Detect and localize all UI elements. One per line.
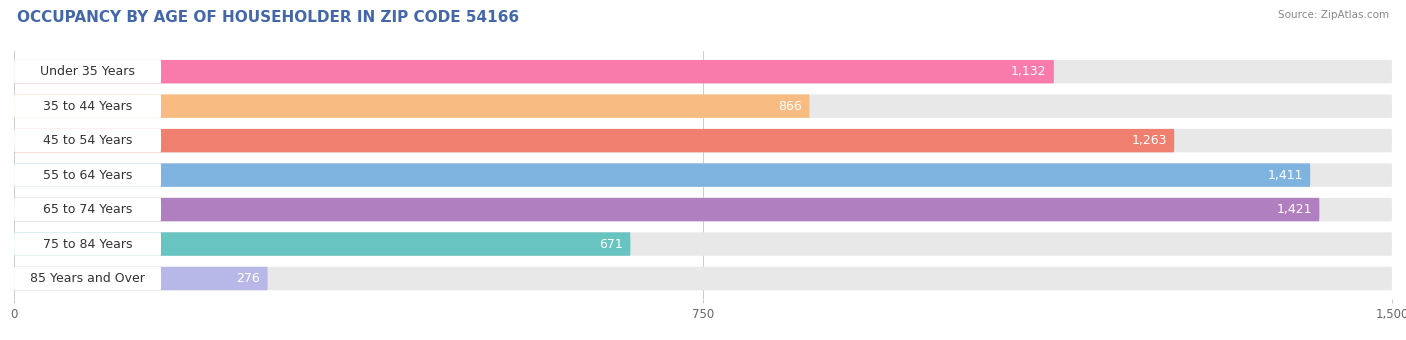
FancyBboxPatch shape <box>14 198 1392 221</box>
FancyBboxPatch shape <box>14 232 630 256</box>
Text: 1,411: 1,411 <box>1267 169 1303 182</box>
FancyBboxPatch shape <box>14 267 267 290</box>
Text: 866: 866 <box>779 100 803 113</box>
FancyBboxPatch shape <box>14 60 1054 83</box>
FancyBboxPatch shape <box>14 95 162 118</box>
Text: 1,132: 1,132 <box>1011 65 1046 78</box>
FancyBboxPatch shape <box>14 164 1392 187</box>
Text: 1,263: 1,263 <box>1132 134 1167 147</box>
FancyBboxPatch shape <box>14 60 1392 83</box>
FancyBboxPatch shape <box>14 129 1392 152</box>
FancyBboxPatch shape <box>14 267 1392 290</box>
FancyBboxPatch shape <box>14 267 162 290</box>
Text: 1,421: 1,421 <box>1277 203 1312 216</box>
FancyBboxPatch shape <box>14 129 1174 152</box>
FancyBboxPatch shape <box>14 95 1392 118</box>
Text: 55 to 64 Years: 55 to 64 Years <box>42 169 132 182</box>
Text: Source: ZipAtlas.com: Source: ZipAtlas.com <box>1278 10 1389 20</box>
FancyBboxPatch shape <box>14 95 810 118</box>
Text: 85 Years and Over: 85 Years and Over <box>30 272 145 285</box>
Text: 35 to 44 Years: 35 to 44 Years <box>44 100 132 113</box>
FancyBboxPatch shape <box>14 232 162 256</box>
Text: 75 to 84 Years: 75 to 84 Years <box>42 238 132 251</box>
FancyBboxPatch shape <box>14 198 162 221</box>
Text: Under 35 Years: Under 35 Years <box>41 65 135 78</box>
FancyBboxPatch shape <box>14 164 162 187</box>
FancyBboxPatch shape <box>14 164 1310 187</box>
FancyBboxPatch shape <box>14 198 1319 221</box>
Text: OCCUPANCY BY AGE OF HOUSEHOLDER IN ZIP CODE 54166: OCCUPANCY BY AGE OF HOUSEHOLDER IN ZIP C… <box>17 10 519 25</box>
FancyBboxPatch shape <box>14 60 162 83</box>
Text: 276: 276 <box>236 272 260 285</box>
FancyBboxPatch shape <box>14 232 1392 256</box>
Text: 671: 671 <box>599 238 623 251</box>
Text: 45 to 54 Years: 45 to 54 Years <box>42 134 132 147</box>
FancyBboxPatch shape <box>14 129 162 152</box>
Text: 65 to 74 Years: 65 to 74 Years <box>42 203 132 216</box>
